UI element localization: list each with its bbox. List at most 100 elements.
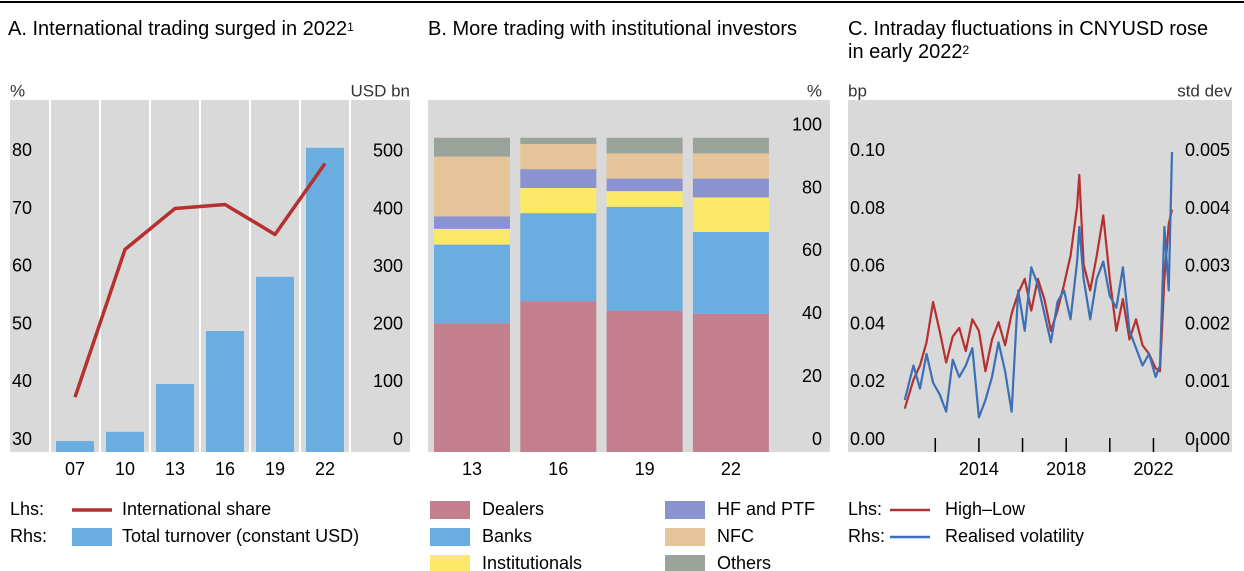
bar-segment [520,169,597,188]
panel-title: C. Intraday fluctuations in CNYUSD rose … [848,18,1223,64]
legend-label: Dealers [482,499,544,519]
x-tick-label: 13 [462,459,482,479]
footnote-mark: 1 [347,20,354,34]
y-tick-label: 0 [812,429,822,449]
bar-segment [606,206,683,311]
x-tick-label: 16 [215,459,235,479]
legend-swatch [665,555,705,571]
y-tick-label: 60 [802,240,822,260]
legend-label: NFC [717,526,754,546]
bar-segment [692,178,769,198]
y2-tick-label: 300 [373,256,403,276]
x-tick-label: 22 [721,459,741,479]
legend-swatch [430,528,470,546]
y-tick-label: 50 [12,313,32,333]
title-text: B. More trading with institutional inves… [428,18,798,40]
legend-prefix: Rhs: [10,526,47,546]
bar [256,276,294,452]
legend-label: Total turnover (constant USD) [122,526,359,546]
y-unit: % [10,81,25,100]
y-tick-label: 40 [12,371,32,391]
bar-segment [434,228,510,245]
y-tick-label: 30 [12,429,32,449]
legend-label: Realised volatility [945,526,1084,546]
legend-label: International share [122,499,271,519]
bar-segment [520,188,597,214]
bar-segment [520,137,597,144]
y2-tick-label: 0.003 [1185,256,1230,276]
bar [56,441,94,452]
bar-segment [434,244,510,324]
legend-swatch [72,528,112,546]
y-tick-label: 0.00 [850,429,885,449]
y2-tick-label: 400 [373,198,403,218]
bar-segment [434,137,510,157]
bar-segment [434,156,510,217]
bar-segment [606,310,683,452]
y2-tick-label: 100 [373,371,403,391]
x-tick-label: 07 [65,459,85,479]
legend-prefix: Lhs: [848,499,882,519]
y-tick-label: 20 [802,366,822,386]
y-tick-label: 0.02 [850,371,885,391]
x-tick-label: 2018 [1046,459,1086,479]
x-tick-label: 2022 [1133,459,1173,479]
legend-swatch [430,501,470,519]
x-tick-label: 22 [315,459,335,479]
y-tick-label: 0.10 [850,140,885,160]
x-tick-label: 16 [548,459,568,479]
y2-unit: std dev [1177,81,1232,100]
y-tick-label: 70 [12,198,32,218]
y2-tick-label: 0 [393,429,403,449]
line-series [903,151,1174,419]
panel-title: B. More trading with institutional inves… [428,18,803,41]
bar-segment [520,213,597,302]
bar-segment [692,232,769,314]
x-tick-label: 19 [635,459,655,479]
legend-swatch [430,555,470,571]
bar [306,147,344,452]
x-tick-label: 19 [265,459,285,479]
y2-tick-label: 0.002 [1185,313,1230,333]
bar-segment [692,197,769,232]
y2-tick-label: 0.004 [1185,198,1230,218]
bar-segment [434,323,510,452]
bar-segment [606,137,683,154]
legend-swatch [665,501,705,519]
y2-tick-label: 500 [373,141,403,161]
bar [106,431,144,452]
panel-title: A. International trading surged in 20221 [8,18,383,41]
y2-tick-label: 0.005 [1185,140,1230,160]
title-text: A. International trading surged in 2022 [8,18,348,40]
bar-segment [606,178,683,192]
bar-segment [692,153,769,179]
bar-segment [520,144,597,170]
bar-segment [434,216,510,229]
legend-label: Others [717,553,771,571]
legend-prefix: Rhs: [848,526,885,546]
legend-label: High–Low [945,499,1026,519]
bar-segment [606,191,683,207]
y-tick-label: 0.06 [850,256,885,276]
y-unit: % [807,81,822,100]
footnote-mark: 2 [962,43,970,57]
x-tick-label: 10 [115,459,135,479]
legend-prefix: Lhs: [10,499,44,519]
y-tick-label: 60 [12,256,32,276]
legend-label: Institutionals [482,553,582,571]
line-series [73,162,327,398]
x-tick-label: 2014 [959,459,999,479]
bar [206,331,244,452]
legend-label: Banks [482,526,532,546]
title-text: C. Intraday fluctuations in CNYUSD rose … [848,18,1209,63]
bar-segment [692,137,769,154]
y-tick-label: 40 [802,303,822,323]
y-tick-label: 100 [792,114,822,134]
y2-tick-label: 0.000 [1185,429,1230,449]
bar-segment [692,313,769,452]
x-tick-label: 13 [165,459,185,479]
y-tick-label: 0.04 [850,313,885,333]
legend-label: HF and PTF [717,499,815,519]
line-series [903,173,1174,410]
